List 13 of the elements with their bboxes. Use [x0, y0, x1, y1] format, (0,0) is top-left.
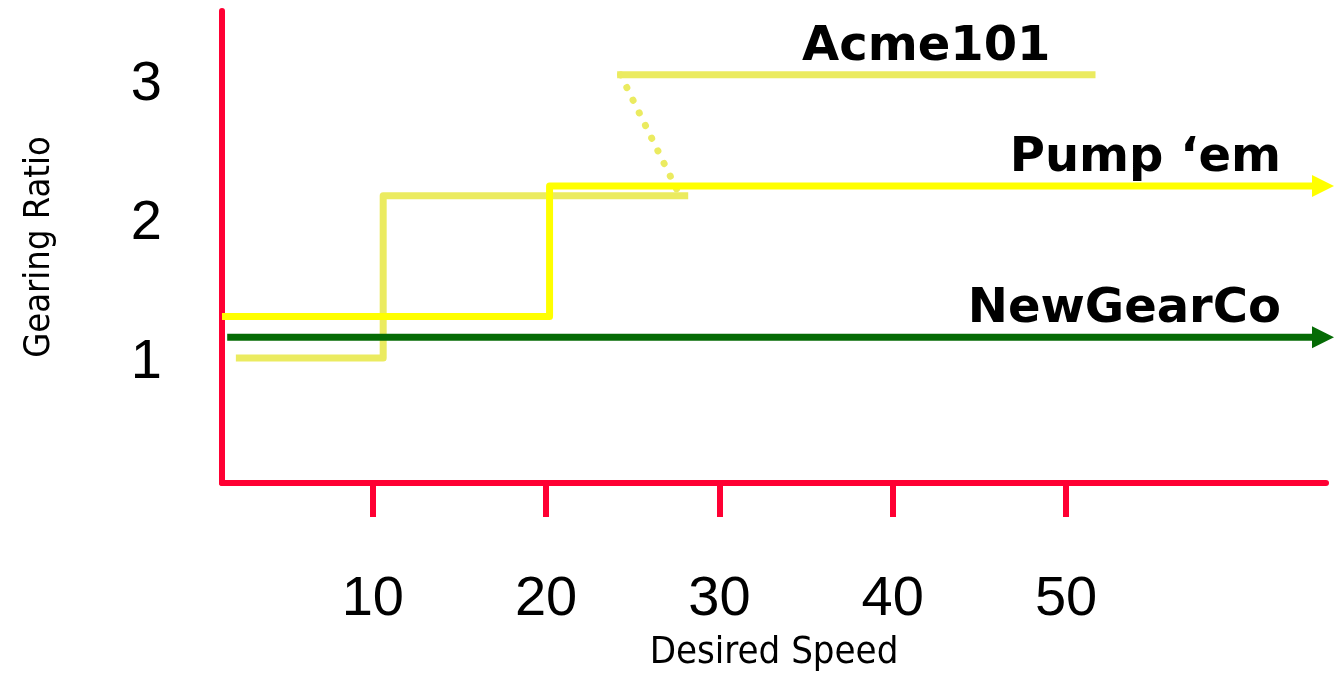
series-label: Pump ‘em [1009, 125, 1281, 182]
x-tick-label: 10 [341, 563, 404, 627]
x-axis-title: Desired Speed [649, 628, 899, 672]
x-tick-label: 40 [861, 563, 924, 627]
y-tick-label: 1 [130, 326, 162, 390]
x-tick-label: 50 [1034, 563, 1098, 627]
x-tick-label: 20 [514, 563, 578, 627]
x-tick-label: 30 [688, 563, 751, 627]
series-label: NewGearCo [967, 277, 1281, 334]
y-tick-label: 3 [130, 48, 162, 112]
series-label: Acme101 [802, 14, 1051, 71]
y-tick-label: 2 [130, 187, 162, 251]
y-axis-title: Gearing Ratio [15, 136, 57, 358]
